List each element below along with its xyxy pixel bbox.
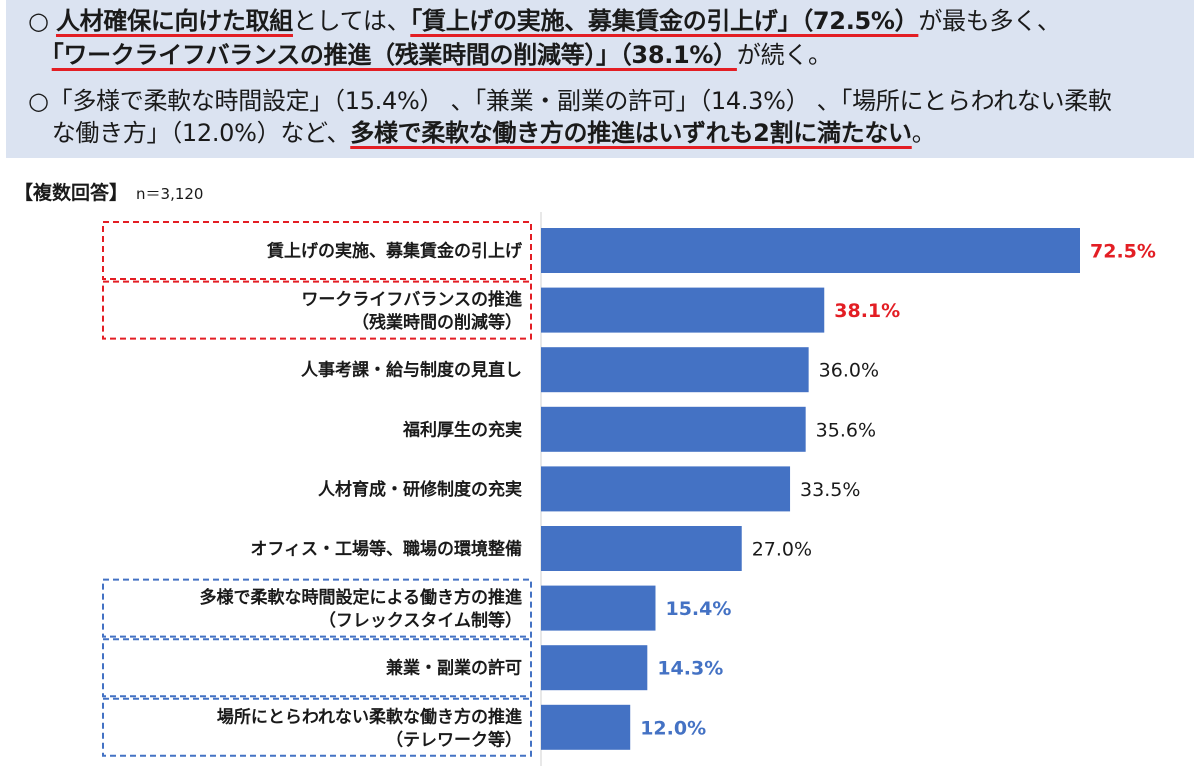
value-label: 14.3% [657,658,723,680]
summary-line-3: ○「多様で柔軟な時間設定」（15.4%） 、「兼業・副業の許可」（14.3%） … [28,86,1112,116]
bar [541,228,1080,273]
category-label: 多様で柔軟な時間設定による働き方の推進 [200,587,523,608]
summary-emphasis: 人材確保に向けた取組 [55,7,293,35]
summary-emphasis: 「賃上げの実施、募集賃金の引上げ」（72.5%） [410,7,919,35]
category-label: 賃上げの実施、募集賃金の引上げ [266,241,523,262]
value-label: 38.1% [834,300,900,322]
highlight-box [102,578,532,638]
summary-text: としては、 [292,7,411,35]
summary-box: ○ 人材確保に向けた取組としては、「賃上げの実施、募集賃金の引上げ」（72.5%… [6,0,1194,158]
category-label: （フレックスタイム制等） [319,610,522,631]
category-label: 人事考課・給与制度の見直し [301,360,522,381]
bar [541,406,806,452]
highlight-box [102,697,532,757]
bar [541,645,648,691]
value-label: 27.0% [752,539,812,561]
value-label: 12.0% [640,717,706,739]
category-label: ワークライフバランスの推進 [301,289,522,310]
category-label: 場所にとらわれない柔軟な働き方の推進 [217,706,522,727]
summary-emphasis: 多様で柔軟な働き方の推進はいずれも2割に満たない [350,119,912,147]
category-label: （テレワーク等） [386,729,522,750]
summary-text: が続く。 [736,41,832,69]
value-label: 33.5% [800,479,860,501]
summary-line-2: 「ワークライフバランスの推進（残業時間の削減等）」（38.1%）が続く。 [28,40,832,70]
summary-text: ○「多様で柔軟な時間設定」（15.4%） 、「兼業・副業の許可」（14.3%） … [28,87,1112,115]
value-label: 15.4% [665,598,731,620]
summary-text: 。 [911,119,936,147]
bar [541,585,656,631]
category-label: （残業時間の削減等） [352,312,522,333]
bar [541,466,791,512]
summary-text [28,41,52,69]
response-info: 【複数回答】 n＝3,120 [14,178,203,205]
summary-text: な働き方」（12.0%）など、 [28,119,351,147]
category-label: 兼業・副業の許可 [386,658,522,679]
bar [541,704,631,750]
value-label: 35.6% [816,419,876,441]
bar [541,526,742,571]
summary-emphasis: 「ワークライフバランスの推進（残業時間の削減等）」（38.1%） [51,41,737,69]
response-type: 【複数回答】 [14,182,129,204]
bar [541,347,809,393]
bar-chart: 賃上げの実施、募集賃金の引上げ 72.5% ワークライフバランスの推進（残業時間の削… [102,212,1156,766]
summary-text: ○ [28,7,56,35]
value-label: 72.5% [1090,241,1156,263]
summary-line-4: な働き方」（12.0%）など、多様で柔軟な働き方の推進はいずれも2割に満たない。 [28,118,936,148]
category-label: 人材育成・研修制度の充実 [318,479,522,500]
sample-size: n＝3,120 [136,185,204,203]
summary-text: が最も多く、 [918,7,1061,35]
bar [541,287,825,333]
highlight-box [102,280,532,340]
summary-line-1: ○ 人材確保に向けた取組としては、「賃上げの実施、募集賃金の引上げ」（72.5%… [28,6,1061,36]
value-label: 36.0% [819,360,879,382]
highlight-box [102,221,532,280]
highlight-box [102,638,532,698]
category-label: オフィス・工場等、職場の環境整備 [250,539,522,560]
category-label: 福利厚生の充実 [402,419,522,440]
